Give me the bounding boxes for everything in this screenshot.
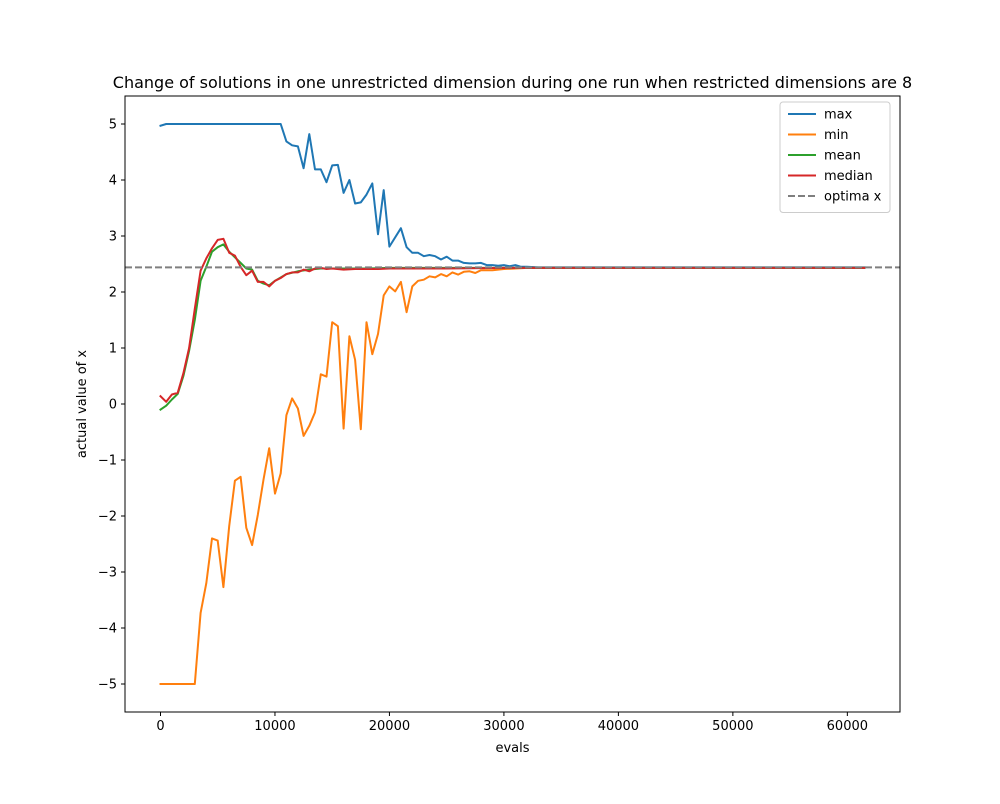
x-tick-label: 40000	[598, 719, 639, 734]
legend-label-mean: mean	[824, 149, 861, 164]
y-tick-label: −1	[98, 454, 117, 469]
y-tick-label: 1	[109, 342, 117, 357]
x-tick-label: 60000	[827, 719, 868, 734]
x-tick-label: 50000	[712, 719, 753, 734]
x-axis: 0 10000 20000 30000 40000 50000 60000	[156, 712, 868, 734]
y-axis-label: actual value of x	[75, 350, 90, 458]
y-tick-label: 3	[109, 230, 117, 245]
y-tick-label: −5	[98, 678, 117, 693]
chart-title: Change of solutions in one unrestricted …	[113, 73, 912, 92]
y-tick-label: 2	[109, 286, 117, 301]
x-tick-label: 30000	[483, 719, 524, 734]
series-line-max	[159, 123, 866, 269]
legend-label-min: min	[824, 128, 849, 143]
legend-box	[779, 101, 891, 213]
y-tick-label: 0	[109, 398, 117, 413]
x-tick-label: 20000	[369, 719, 410, 734]
chart-legend: max min mean median optima x	[779, 101, 891, 213]
legend-label-optima-x: optima x	[824, 190, 882, 205]
plot-area	[125, 123, 900, 685]
y-tick-label: 4	[109, 174, 117, 189]
legend-label-max: max	[824, 108, 853, 123]
x-tick-label: 0	[156, 719, 164, 734]
legend-label-median: median	[824, 169, 873, 184]
x-axis-label: evals	[495, 741, 529, 756]
x-tick-label: 10000	[254, 719, 295, 734]
series-line-min	[159, 266, 866, 685]
y-axis: −5 −4 −3 −2 −1 0 1 2 3 4 5	[98, 118, 125, 693]
y-tick-label: 5	[109, 118, 117, 133]
y-tick-label: −4	[98, 622, 117, 637]
y-tick-label: −3	[98, 566, 117, 581]
series-line-median	[159, 237, 866, 403]
y-tick-label: −2	[98, 510, 117, 525]
